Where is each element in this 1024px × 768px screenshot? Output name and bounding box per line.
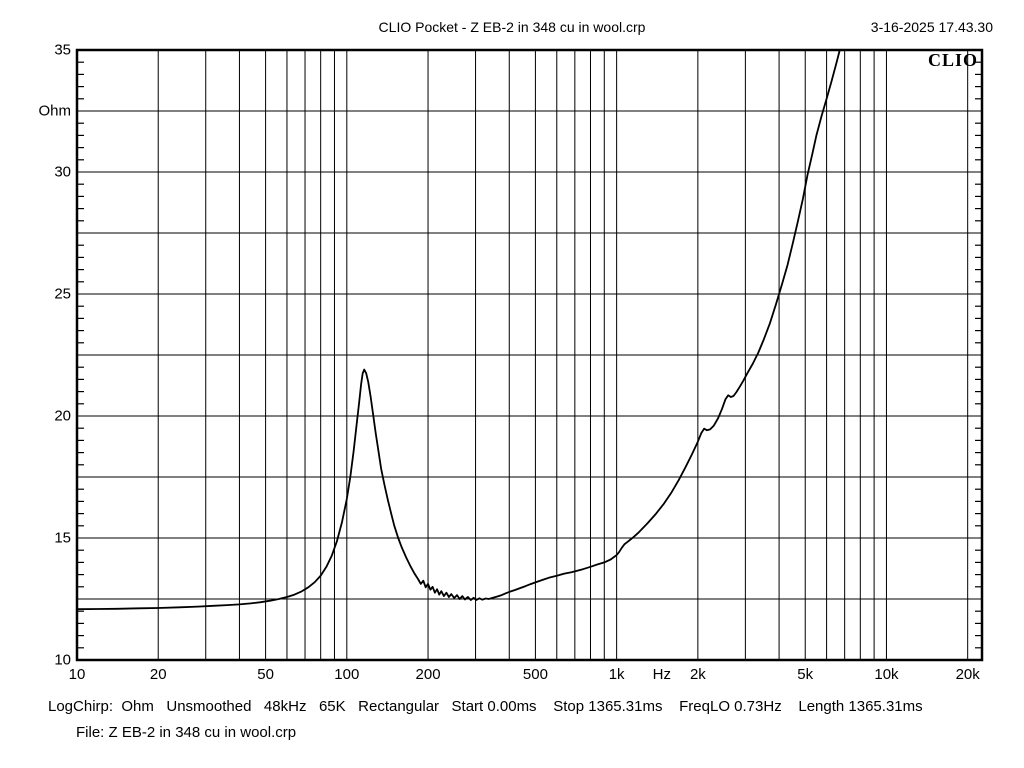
clio-logo: CLIO xyxy=(927,50,978,70)
x-tick-label: 20k xyxy=(955,666,980,683)
y-tick-label: 15 xyxy=(54,529,71,547)
measurement-datetime: 3-16-2025 17.43.30 xyxy=(870,19,993,35)
x-tick-label: 10k xyxy=(874,666,899,683)
x-tick-label: 50 xyxy=(257,666,274,683)
x-tick-label: 10 xyxy=(68,666,86,683)
x-tick-label: 100 xyxy=(334,666,360,683)
measurement-settings-bar: LogChirp: Ohm Unsmoothed 48kHz 65K Recta… xyxy=(48,698,923,715)
x-tick-label: 200 xyxy=(415,666,441,683)
y-axis-unit-label: Ohm xyxy=(38,102,71,120)
x-tick-label: 20 xyxy=(149,666,167,683)
impedance-curve xyxy=(77,50,841,611)
y-tick-label: 10 xyxy=(54,651,71,669)
x-tick-label: 500 xyxy=(522,666,548,683)
file-name-label: File: Z EB-2 in 348 cu in wool.crp xyxy=(76,724,297,741)
x-tick-label: 2k xyxy=(689,666,706,683)
chart-title: CLIO Pocket - Z EB-2 in 348 cu in wool.c… xyxy=(378,19,646,35)
x-tick-label: 5k xyxy=(797,666,814,683)
y-tick-label: 35 xyxy=(54,41,71,59)
y-tick-label: 20 xyxy=(54,407,71,425)
y-tick-label: 25 xyxy=(54,285,71,303)
x-axis-unit-label: Hz xyxy=(652,666,671,683)
x-tick-label: 1k xyxy=(608,666,625,683)
y-tick-label: 30 xyxy=(54,163,71,181)
